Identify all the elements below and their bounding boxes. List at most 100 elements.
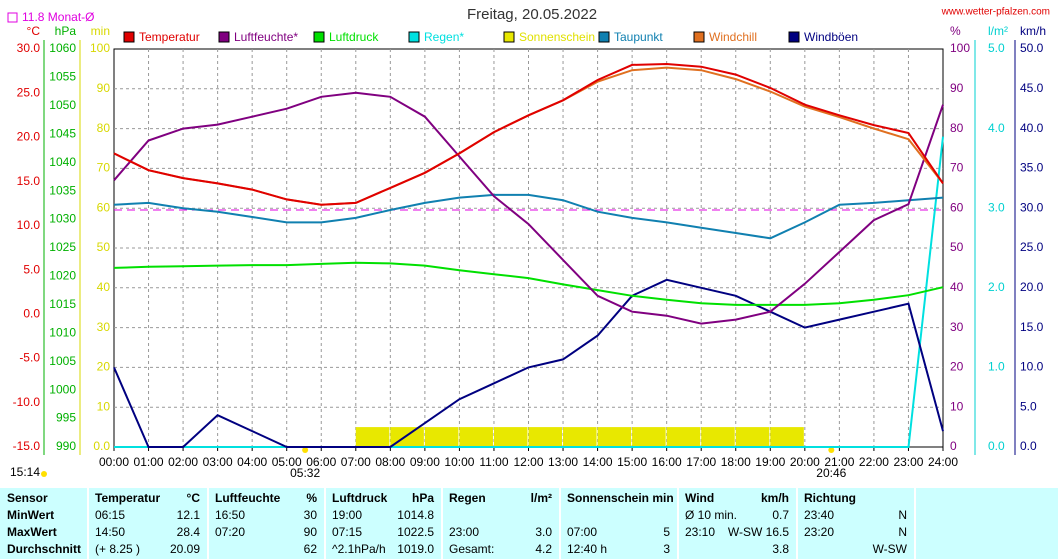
table-cell: Sensor [7,491,48,505]
y-tick-label: 50 [950,240,964,254]
y-tick-label: 1.0 [988,360,1005,374]
y-tick-label: 990 [56,439,76,453]
table-cell: (+ 8.25 ) [95,542,141,556]
y-tick-label: 1050 [49,98,76,112]
avg-label: 11.8 Monat-Ø [22,10,94,24]
y-tick-label: 1055 [49,70,76,84]
y-tick-label: 35.0 [1020,161,1044,175]
legend-swatch [218,31,230,43]
bar [459,427,493,447]
y-tick-label: -15.0 [13,439,41,453]
table-cell: 90 [303,525,317,539]
table-cell: 12.1 [176,508,200,522]
x-tick-label: 20:00 [790,455,820,469]
column-separator [324,488,326,559]
bar [770,427,804,447]
y-tick-label: 60 [950,200,964,214]
table-cell: N [898,508,907,522]
table-cell: N [898,525,907,539]
table-cell: 62 [303,542,317,556]
chart: Freitag, 20.05.2022 www.wetter-pfalzen.c… [7,6,1050,480]
table-cell: 5 [663,525,670,539]
bar [597,427,632,447]
table-cell: 4.2 [535,542,552,556]
legend-label: Taupunkt [614,30,663,44]
grid [114,49,943,447]
x-tick-label: 15:00 [617,455,647,469]
table-cell: 07:20 [215,525,246,539]
column-separator [559,488,561,559]
table-cell: ^2.1hPa/h [332,542,386,556]
y-tick-label: 30.0 [1020,200,1044,214]
x-tick-label: 09:00 [410,455,440,469]
y-tick-label: 1010 [49,325,76,339]
table-cell: °C [186,491,200,505]
table-cell: 14:50 [95,525,126,539]
bar [493,427,528,447]
series-line [113,62,944,206]
legend-label: Sonnenschein [519,30,595,44]
summary-table: Sensor Temperatur °C Luftfeuchte% Luftdruck h… [0,488,1058,559]
avg-icon [7,12,18,23]
series-line [113,261,944,306]
table-cell: W-SW 16.5 [727,525,789,539]
table-cell: Regen [449,491,486,505]
y-tick-label: 2.0 [988,280,1005,294]
y-tick-label: 5.0 [23,262,40,276]
x-tick-label: 02:00 [168,455,198,469]
sunset-label: 20:46 [816,466,846,480]
y-tick-label: 1060 [49,41,76,55]
y-tick-label: 25.0 [1020,240,1044,254]
table-cell: hPa [411,491,434,505]
y-tick-label: 1000 [49,382,76,396]
y-tick-label: 15.0 [1020,320,1044,334]
axis-unit: hPa [55,24,77,38]
table-cell: 1014.8 [397,508,434,522]
y-tick-label: 1015 [49,297,76,311]
table-cell: 06:15 [95,508,126,522]
bar [355,427,390,447]
column-separator [441,488,443,559]
table-cell: 23:40 [804,508,835,522]
table-cell: 23:20 [804,525,835,539]
chart-title: Freitag, 20.05.2022 [467,6,597,23]
x-tick-label: 12:00 [513,455,543,469]
table-cell: 23:00 [449,525,480,539]
y-tick-label: 40.0 [1020,121,1044,135]
table-cell: Richtung [804,491,856,505]
column-separator [914,488,916,559]
table-cell: 3.8 [772,542,789,556]
y-tick-label: 3.0 [988,200,1005,214]
y-tick-label: 50.0 [1020,41,1044,55]
y-tick-label: 60 [97,200,111,214]
table-cell: 1022.5 [397,525,434,539]
axis-unit: min [91,24,110,38]
y-tick-label: 40 [97,280,111,294]
x-tick-label: 22:00 [859,455,889,469]
y-tick-label: 995 [56,411,76,425]
legend-label: Temperatur [139,30,200,44]
updated: 15:14 [10,465,40,479]
y-tick-label: -10.0 [13,395,41,409]
sun-icon [41,471,47,477]
column-separator [207,488,209,559]
y-tick-label: 0.0 [23,307,40,321]
table-cell: l/m² [530,491,552,505]
legend-label: Luftdruck [329,30,379,44]
y-tick-label: 20.0 [1020,280,1044,294]
legend-swatch [598,31,610,43]
legend-swatch [503,31,515,43]
table-cell: Gesamt: [449,542,495,556]
legend-label: Luftfeuchte* [234,30,298,44]
table-cell: Wind [685,491,715,505]
table-cell: MinWert [7,508,55,522]
y-tick-label: 0.0 [988,439,1005,453]
table-cell: 28.4 [176,525,200,539]
table-cell: MaxWert [7,525,57,539]
column-separator [87,488,89,559]
bar [424,427,459,447]
table-cell: 19:00 [332,508,363,522]
y-tick-label: -5.0 [19,351,40,365]
x-tick-label: 17:00 [686,455,716,469]
bar [528,427,563,447]
